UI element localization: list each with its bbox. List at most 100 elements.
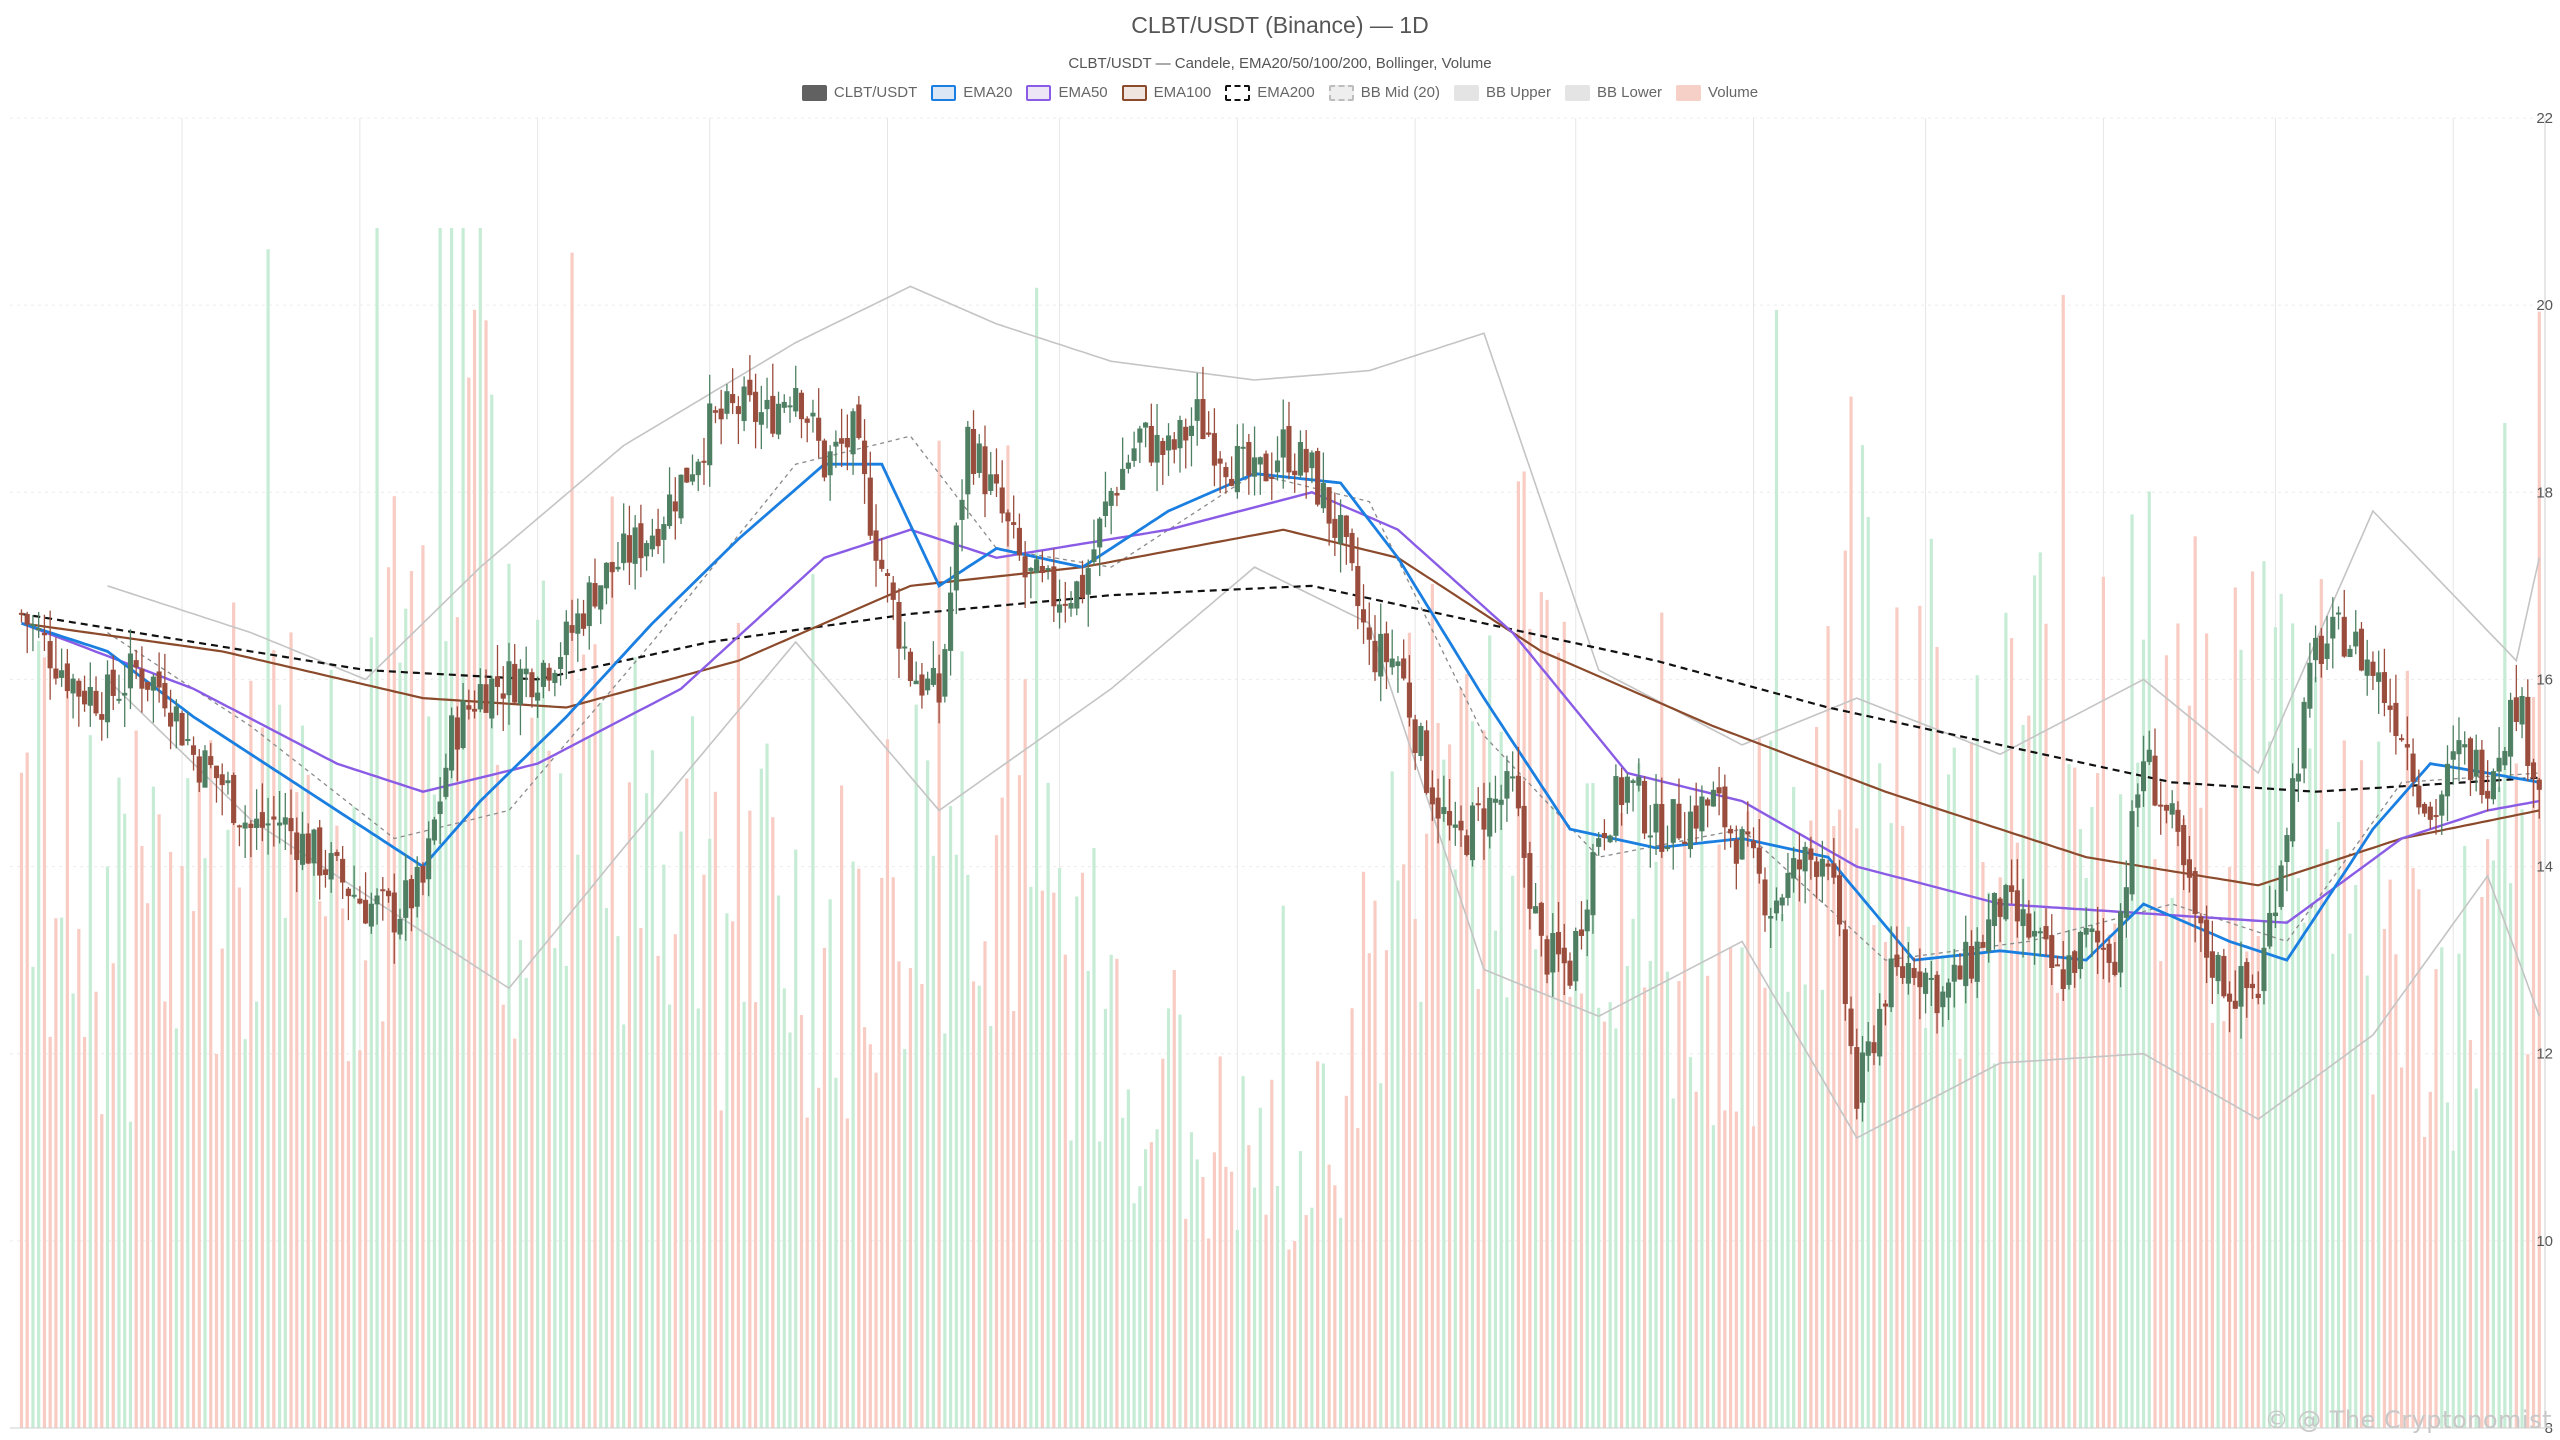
candle-body — [472, 708, 478, 712]
candle-body — [116, 698, 122, 701]
candle-body — [1349, 532, 1355, 564]
legend-item-8[interactable]: Volume — [1676, 84, 1758, 101]
candle — [1630, 778, 1636, 812]
candle-body — [2513, 697, 2519, 722]
candle — [902, 621, 908, 660]
axes-layer: 810121416182022Jul 2025Aug 2025Sep 2025O… — [10, 110, 2553, 1437]
candle — [1791, 846, 1797, 893]
candle-body — [2066, 955, 2072, 985]
candle — [133, 649, 139, 679]
candle — [2140, 735, 2147, 807]
candle — [2152, 728, 2158, 807]
volume-bar — [1826, 626, 1830, 1428]
candle-body — [127, 653, 133, 689]
candle-body — [1699, 796, 1705, 832]
legend-item-2[interactable]: EMA50 — [1026, 84, 1108, 101]
candle — [942, 643, 948, 703]
candle-body — [1045, 568, 1051, 571]
candle-body — [1779, 897, 1785, 906]
candle-body — [2387, 705, 2393, 710]
candle — [2054, 955, 2061, 967]
candle — [1194, 372, 1200, 446]
candle-body — [122, 692, 128, 696]
legend-item-5[interactable]: BB Mid (20) — [1328, 84, 1440, 101]
volume-bar — [1344, 1095, 1348, 1428]
volume-bar — [2090, 807, 2094, 1428]
volume-bar — [2285, 920, 2289, 1428]
volume-bar — [1579, 993, 1584, 1428]
candle-body — [1710, 789, 1716, 807]
candle-body — [546, 667, 552, 681]
candle — [1263, 450, 1269, 482]
volume-bar — [748, 810, 752, 1428]
candle — [414, 856, 420, 918]
volume-bar — [782, 988, 786, 1428]
volume-bar — [335, 825, 339, 1428]
candle — [1475, 787, 1481, 822]
candle — [896, 588, 902, 678]
candle-body — [162, 682, 168, 709]
candle — [592, 558, 598, 609]
candle-body — [2307, 662, 2313, 709]
legend-item-4[interactable]: EMA200 — [1225, 84, 1315, 101]
candle-body — [1143, 422, 1149, 428]
candle — [2204, 905, 2210, 984]
volume-bar — [1161, 1058, 1165, 1428]
candle — [2175, 801, 2181, 847]
volume-bar — [1660, 612, 1664, 1428]
volume-bar — [157, 814, 161, 1428]
candle-body — [477, 684, 483, 710]
candle-body — [1229, 478, 1235, 486]
legend-item-3[interactable]: EMA100 — [1121, 84, 1211, 101]
candle — [357, 886, 363, 905]
candle-body — [1762, 879, 1768, 916]
candle — [707, 374, 713, 487]
candle-body — [139, 668, 145, 689]
volume-bar — [2457, 953, 2461, 1428]
volume-bar — [731, 921, 735, 1428]
volume-bar — [1545, 599, 1549, 1428]
chart-subtitle: CLBT/USDT — Candele, EMA20/50/100/200, B… — [1068, 55, 1492, 72]
volume-bar — [639, 927, 643, 1428]
candle-body — [1934, 974, 1940, 1014]
candle-body — [896, 602, 902, 649]
candle — [850, 408, 856, 475]
volume-bar — [1235, 1229, 1239, 1428]
candle — [1550, 913, 1556, 997]
candle — [294, 817, 300, 893]
volume-bar — [369, 637, 373, 1428]
volume-bar — [2027, 715, 2031, 1428]
legend-item-1[interactable]: EMA20 — [931, 84, 1012, 101]
candle — [1234, 424, 1240, 499]
volume-bar — [2205, 633, 2209, 1428]
volume-bar — [805, 1117, 809, 1428]
volume-bar — [1264, 1214, 1268, 1428]
volume-bar — [1241, 1076, 1245, 1428]
volume-bar — [1975, 675, 1979, 1428]
candle-body — [2009, 885, 2015, 892]
candle — [36, 611, 42, 638]
candle-body — [1355, 566, 1361, 607]
volume-bar — [1390, 771, 1394, 1428]
candle — [282, 792, 288, 851]
candle-body — [2140, 761, 2147, 792]
candle-body — [1383, 633, 1390, 663]
bb-upper-line — [107, 285, 2541, 775]
volume-bar — [2313, 677, 2318, 1428]
candle — [99, 692, 105, 741]
candle-body — [2485, 790, 2491, 799]
candle-body — [30, 624, 36, 627]
legend-item-6[interactable]: BB Upper — [1453, 84, 1551, 101]
candle — [1229, 456, 1235, 487]
volume-bar — [1470, 721, 1475, 1428]
y-tick-label: 8 — [2545, 1420, 2553, 1437]
legend-item-7[interactable]: BB Lower — [1565, 84, 1662, 101]
candle — [1968, 930, 1975, 984]
candle — [1125, 454, 1131, 474]
candle — [426, 821, 432, 897]
volume-bar — [134, 730, 138, 1428]
candle — [1808, 836, 1814, 880]
candle-body — [1567, 960, 1573, 986]
volume-bar — [1987, 892, 1991, 1428]
legend-item-0[interactable]: CLBT/USDT — [801, 84, 917, 101]
